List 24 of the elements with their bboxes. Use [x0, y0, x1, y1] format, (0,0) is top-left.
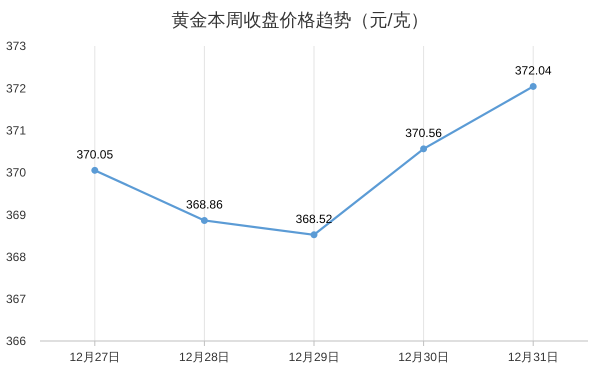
data-label: 368.52: [296, 212, 333, 226]
x-tick-label: 12月31日: [508, 350, 559, 364]
y-tick-label: 369: [6, 208, 26, 222]
point: [420, 145, 428, 152]
data-label: 370.56: [405, 126, 442, 140]
y-tick-label: 371: [6, 123, 26, 138]
data-label: 368.86: [186, 197, 224, 212]
data-label: 372.04: [514, 63, 552, 78]
data-label: 370.05: [76, 147, 114, 162]
y-tick-label: 373: [6, 39, 26, 54]
point: [91, 166, 98, 174]
point: [310, 231, 318, 238]
y-tick-label: 367: [6, 292, 26, 306]
y-tick-label: 368: [6, 250, 26, 264]
y-tick-label: 372: [6, 81, 26, 96]
point: [200, 216, 208, 224]
y-tick-label: 370: [6, 166, 26, 180]
chart-title: 黄金本周收盘价格趋势（元/克）: [171, 10, 429, 30]
point: [530, 82, 537, 90]
x-tick-label: 12月27日: [69, 350, 120, 364]
x-tick-label: 12月28日: [179, 350, 230, 364]
x-tick-label: 12月29日: [288, 350, 340, 364]
y-tick-label: 366: [6, 334, 26, 348]
x-tick-label: 12月30日: [398, 350, 449, 364]
